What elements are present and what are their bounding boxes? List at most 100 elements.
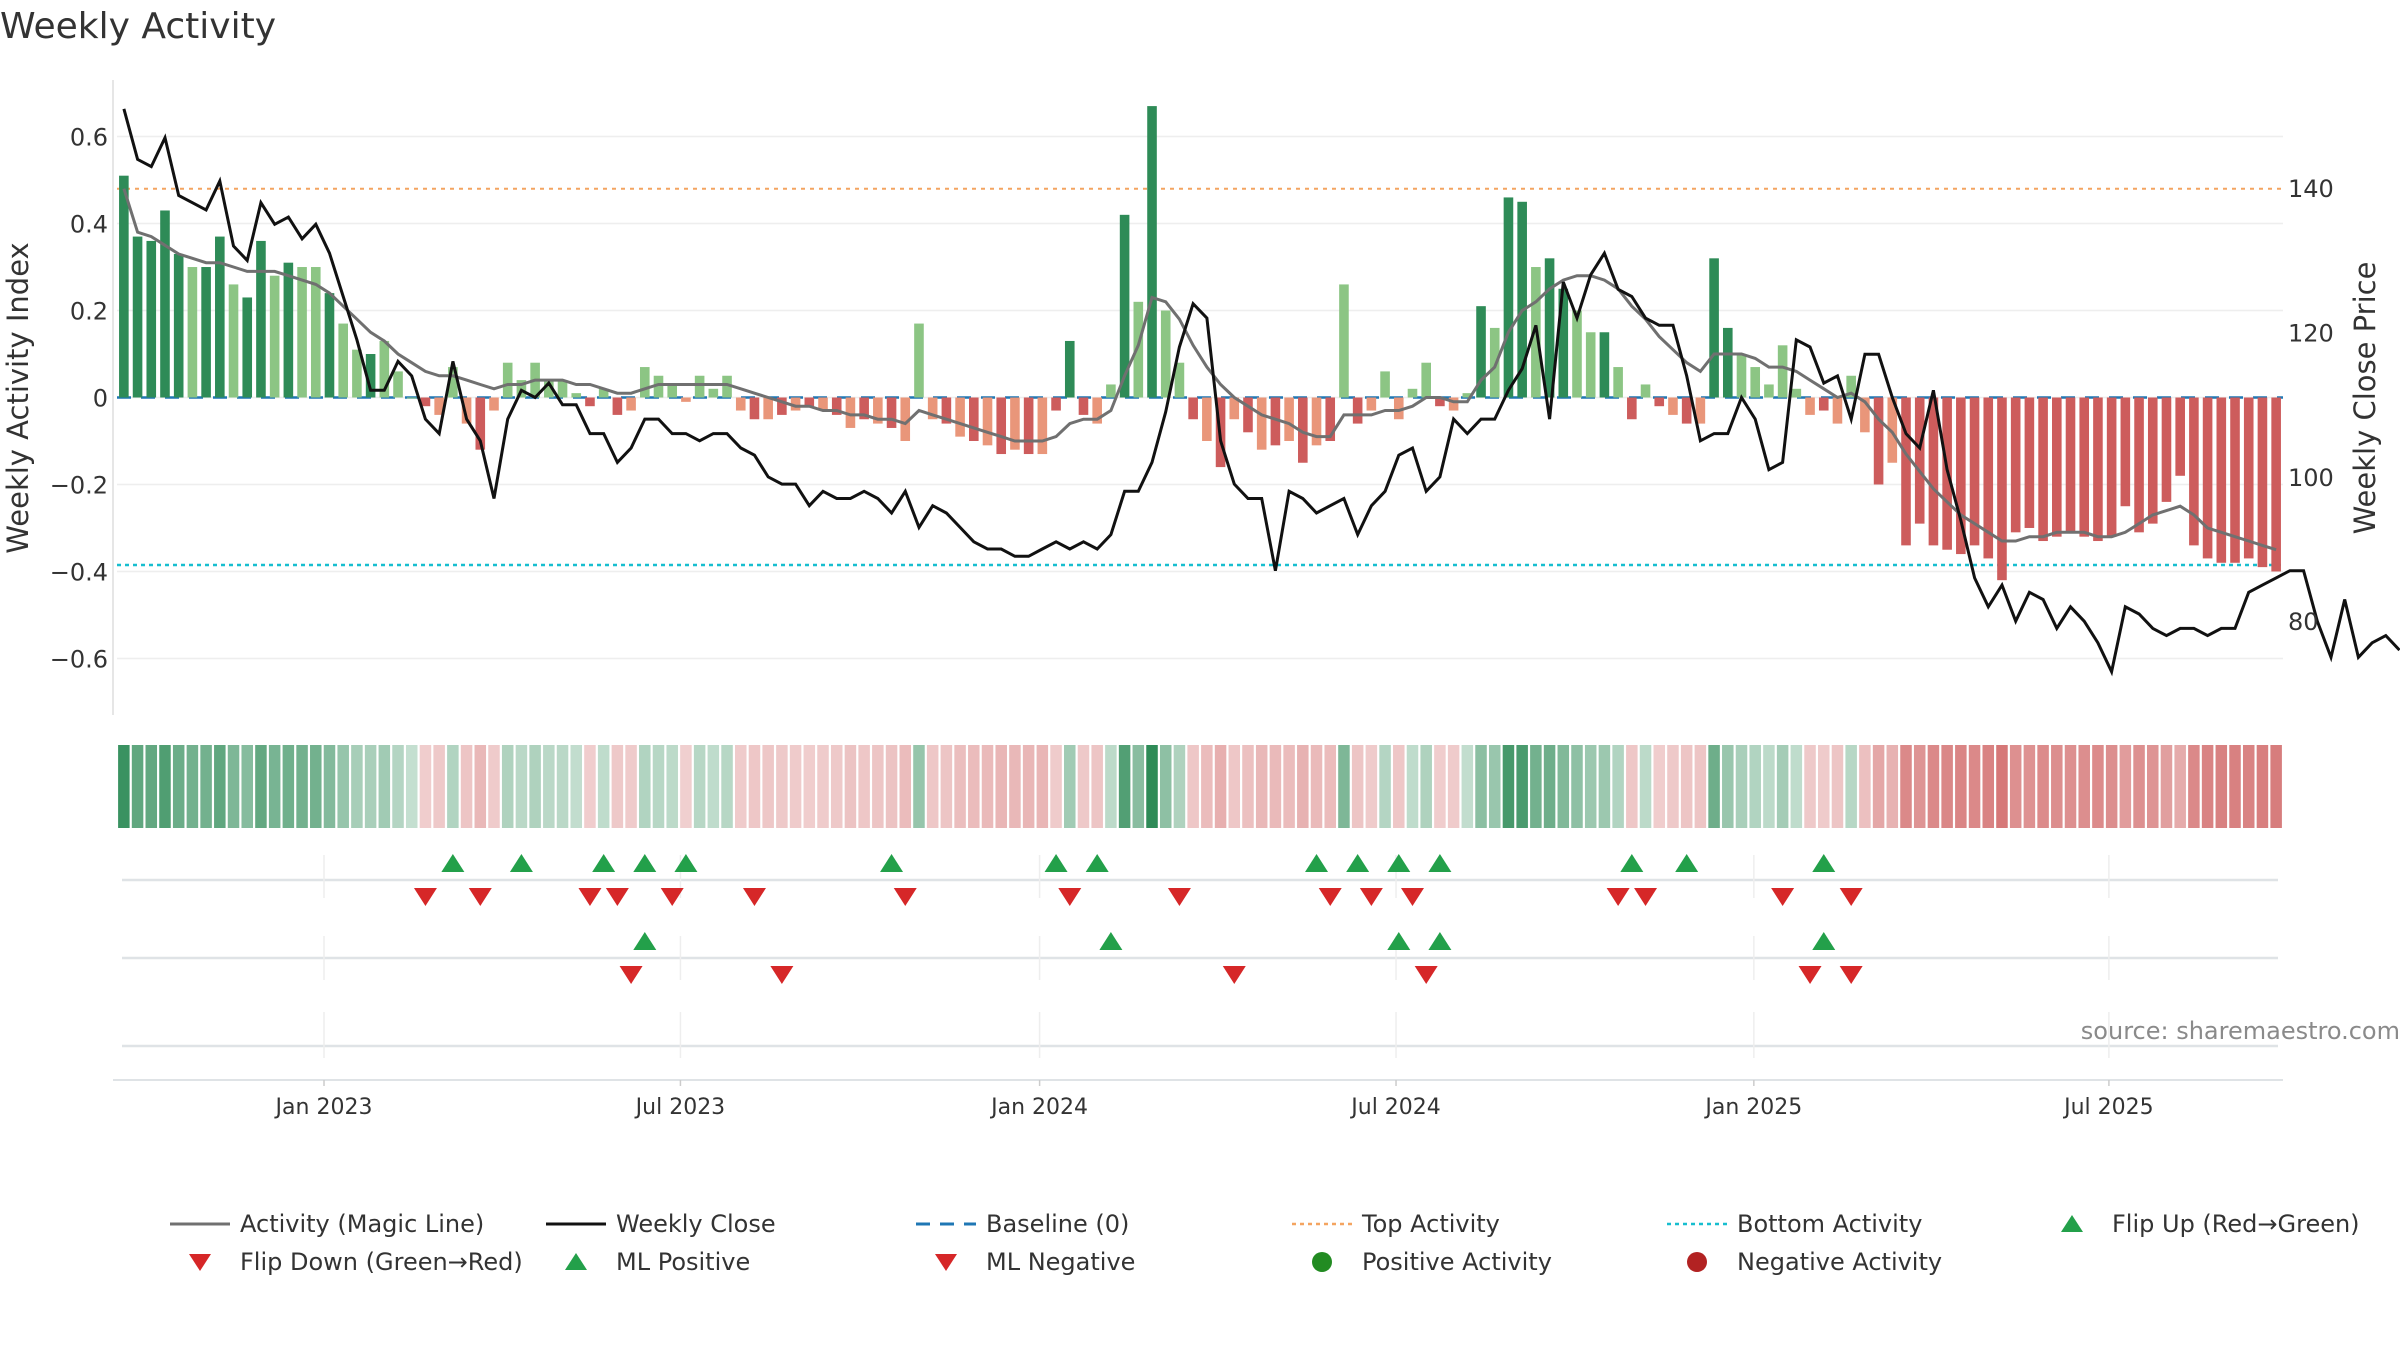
flip-down-marker <box>605 888 629 906</box>
activity-bar <box>2216 397 2227 563</box>
activity-bar <box>694 375 705 398</box>
ml-positive-marker <box>1099 932 1123 950</box>
legend: Activity (Magic Line) Weekly Close Baselin… <box>160 1200 2400 1310</box>
legend-item: Baseline (0) <box>914 1210 1129 1238</box>
legend-item: Flip Up (Red→Green) <box>2040 1210 2360 1238</box>
activity-bar <box>201 267 211 398</box>
heat-strip-cell <box>1297 745 1309 828</box>
heat-strip-cell <box>844 745 857 828</box>
flip-up-marker <box>1620 854 1644 872</box>
axes-layer: 0.6 0.4 0.2 0 −0.2 −0.4 −0.6 140 120 100 80 Weekly … <box>1 80 2382 715</box>
flip-up-marker <box>1812 854 1836 872</box>
heat-strip-cell <box>1132 745 1145 828</box>
activity-bar <box>146 240 157 398</box>
heat-strip-cell <box>447 745 459 828</box>
heat-strip-cell <box>2174 745 2186 828</box>
heat-strip-cell <box>556 745 569 828</box>
heat-strip-cell <box>1105 745 1117 828</box>
heat-strip-cell <box>2256 745 2269 828</box>
activity-bar <box>1407 388 1418 398</box>
y2-axis-label: Weekly Close Price <box>2348 262 2382 535</box>
activity-bar <box>1064 340 1075 398</box>
y-tick-label: 0 <box>93 385 108 413</box>
activity-bar <box>996 397 1007 455</box>
legend-swatch-icon <box>546 1222 606 1226</box>
legend-item: Positive Activity <box>1290 1248 1552 1276</box>
heat-strip-cell <box>1996 745 2008 828</box>
y-tick-label: −0.6 <box>50 645 108 673</box>
activity-bar <box>1805 397 1815 415</box>
heat-strip-cell <box>1393 745 1405 828</box>
heat-strip-cell <box>1310 745 1323 828</box>
heat-strip-cell <box>1680 745 1693 828</box>
heat-strip-cell <box>1036 745 1049 828</box>
activity-bar <box>1627 397 1637 420</box>
heat-strip-cell <box>1872 745 1885 828</box>
flip-up-marker <box>633 854 657 872</box>
activity-bar <box>310 267 321 398</box>
flip-down-marker <box>1318 888 1342 906</box>
activity-bar <box>2147 397 2158 524</box>
heat-strip-cell <box>1776 745 1789 828</box>
activity-bar <box>1681 397 1692 424</box>
heat-strip-cell <box>1584 745 1597 828</box>
magic-line-series <box>122 188 2277 552</box>
x-tick-label: Jan 2024 <box>989 1095 1088 1120</box>
activity-bar <box>873 397 883 424</box>
heat-strip-cell <box>748 745 761 828</box>
y2-tick-label: 80 <box>2288 608 2319 636</box>
activity-bar <box>1339 284 1349 398</box>
heat-strip-cell <box>2242 745 2255 828</box>
activity-bar <box>338 323 348 398</box>
activity-bar <box>1462 393 1473 398</box>
activity-bar <box>1243 397 1253 433</box>
heat-strip-cell <box>1351 745 1364 828</box>
heat-strip-cell <box>707 745 720 828</box>
activity-bar <box>749 397 760 420</box>
activity-bar <box>571 393 582 398</box>
activity-bar <box>1133 301 1144 398</box>
flip-up-marker <box>880 854 904 872</box>
activity-bar <box>681 397 691 402</box>
heat-strip-cell <box>1283 745 1295 828</box>
activity-bar <box>1517 201 1527 398</box>
activity-bar <box>2010 397 2021 533</box>
activity-bar <box>598 388 609 398</box>
activity-bar <box>1202 397 1212 441</box>
y-tick-label: 0.2 <box>70 298 108 326</box>
heat-strip-cell <box>1461 745 1474 828</box>
y-tick-label: 0.4 <box>70 211 108 239</box>
activity-bar <box>2271 397 2281 572</box>
activity-bar <box>763 397 773 420</box>
legend-swatch-icon <box>189 1254 211 1271</box>
legend-swatch-icon <box>1687 1252 1707 1272</box>
heat-strip-cell <box>488 745 500 828</box>
x-tick-label: Jan 2025 <box>1703 1095 1802 1120</box>
heat-strip-cell <box>323 745 336 828</box>
activity-bar <box>406 397 417 399</box>
legend-item: Weekly Close <box>544 1210 776 1238</box>
activity-bar <box>434 397 444 415</box>
ml-positive-marker <box>1812 932 1836 950</box>
activity-bar <box>242 297 253 398</box>
heat-strip-cell <box>693 745 706 828</box>
activity-bar <box>1901 397 1911 546</box>
heat-strip-cell <box>899 745 912 828</box>
heat-strip-cell <box>652 745 665 828</box>
flip-down-marker <box>468 888 492 906</box>
activity-bar <box>228 284 239 398</box>
heat-strip-cell <box>1598 745 1611 828</box>
legend-item: Flip Down (Green→Red) <box>168 1248 523 1276</box>
heat-strip-cell <box>1475 745 1487 828</box>
activity-bar <box>1119 214 1130 398</box>
heat-strip-cell <box>1667 745 1679 828</box>
activity-bar <box>1489 327 1500 398</box>
heat-strip-cell <box>2160 745 2173 828</box>
heat-strip-cell <box>1187 745 1199 828</box>
activity-bar <box>1791 388 1802 398</box>
activity-bar <box>475 397 486 450</box>
y2-tick-label: 120 <box>2288 320 2334 348</box>
heat-strip-cell <box>131 745 144 828</box>
heat-strip-cell <box>392 745 404 828</box>
heat-strip-cell <box>364 745 377 828</box>
